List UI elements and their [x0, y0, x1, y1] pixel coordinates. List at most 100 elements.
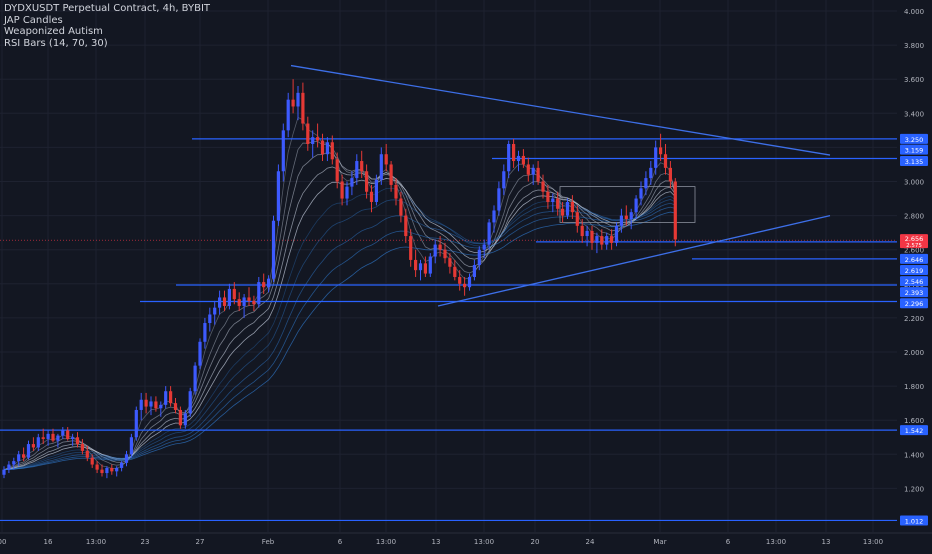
- candle-body: [330, 142, 334, 160]
- candle-body: [301, 92, 305, 124]
- indicator-weaponized-autism[interactable]: Weaponized Autism: [4, 26, 103, 37]
- time-tick-label: 20: [531, 538, 540, 546]
- price-tick-label: 3.400: [904, 110, 924, 118]
- candle-body: [556, 198, 560, 209]
- candle-body: [531, 167, 535, 175]
- candle-body: [507, 143, 511, 172]
- candle-body: [360, 161, 364, 172]
- price-tick-label: 3.800: [904, 42, 924, 50]
- indicator-jap-candles[interactable]: JAP Candles: [4, 14, 63, 26]
- price-tick-label: 3.600: [904, 76, 924, 84]
- candle-body: [115, 467, 119, 472]
- candle-body: [120, 462, 124, 468]
- time-tick-label: 13:00: [766, 538, 786, 546]
- candle-body: [619, 215, 623, 226]
- price-tick-label: 4.000: [904, 8, 924, 16]
- candle-body: [467, 276, 472, 288]
- price-tag-label: 3.250: [905, 136, 924, 144]
- candle-body: [252, 300, 256, 305]
- candle-body: [267, 278, 271, 288]
- candle-body: [188, 391, 192, 414]
- candle-body: [448, 258, 452, 267]
- price-tick-label: 2.200: [904, 315, 924, 323]
- candle-body: [222, 297, 227, 306]
- candle-body: [134, 409, 138, 438]
- price-tag-label: 2.619: [905, 267, 924, 275]
- candle-body: [472, 265, 476, 277]
- ma-ribbon-line: [3, 178, 676, 471]
- descending-trendline: [290, 64, 831, 156]
- time-tick-label: 13:00: [474, 538, 494, 546]
- candle-body: [198, 341, 202, 366]
- candle-body: [56, 435, 60, 441]
- candle-body: [100, 469, 104, 474]
- consolidation-box: [559, 186, 696, 223]
- candle-body: [213, 307, 217, 315]
- price-tick-label: 3.000: [904, 179, 924, 187]
- time-tick-label: 13: [432, 538, 441, 546]
- price-tick-label: 2.000: [904, 349, 924, 357]
- candle-body: [208, 314, 212, 324]
- time-tick-label: 24: [586, 538, 595, 546]
- candle-body: [369, 191, 374, 202]
- candle-body: [46, 433, 50, 439]
- candle-body: [399, 198, 403, 216]
- candle-body: [570, 201, 574, 213]
- candle-body: [409, 236, 413, 260]
- candle-body: [536, 167, 540, 182]
- price-tag-label: 2.393: [905, 289, 924, 297]
- candle-body: [281, 130, 285, 172]
- time-tick-label: 13: [822, 538, 831, 546]
- price-tag-label: 2.646: [905, 256, 924, 264]
- price-axis-bg: [897, 0, 932, 550]
- time-tick-label: 16: [44, 538, 53, 546]
- price-tag: [900, 287, 928, 298]
- candle-body: [154, 401, 158, 409]
- candle-body: [389, 164, 393, 185]
- candle-body: [66, 430, 70, 439]
- candle-body: [580, 225, 584, 237]
- candle-body: [7, 464, 11, 470]
- candle-body: [31, 444, 35, 448]
- ma-ribbon-line: [3, 187, 676, 471]
- candle-body: [75, 437, 80, 445]
- candle-body: [423, 263, 427, 274]
- candle-body: [90, 457, 94, 465]
- current-price-sub-label: 2.575: [906, 243, 922, 249]
- candle-body: [561, 208, 565, 216]
- candle-body: [379, 154, 383, 180]
- candle-body: [649, 167, 653, 179]
- candle-body: [512, 143, 516, 162]
- candle-body: [95, 464, 99, 470]
- price-tag: [900, 144, 928, 155]
- horizontal-levels: [0, 138, 897, 522]
- candle-body: [654, 147, 658, 168]
- candle-body: [644, 178, 648, 189]
- time-tick-label: 6: [726, 538, 731, 546]
- candle-body: [614, 225, 619, 243]
- candle-body: [335, 159, 339, 182]
- symbol-title[interactable]: DYDXUSDT Perpetual Contract, 4h, BYBIT: [4, 3, 211, 14]
- candles: [2, 79, 677, 479]
- candle-body: [487, 222, 491, 245]
- candle-body: [51, 433, 55, 441]
- candle-body: [551, 198, 555, 202]
- ascending-trendline: [437, 214, 831, 307]
- candle-body: [110, 467, 114, 472]
- candle-body: [286, 99, 290, 131]
- candle-body: [26, 444, 31, 458]
- candle-body: [291, 99, 295, 107]
- candle-body: [203, 323, 207, 342]
- candle-body: [374, 179, 378, 202]
- ma-ribbon-line: [3, 199, 676, 471]
- current-price-tag: [900, 234, 928, 249]
- price-axis: 4.0003.8003.6003.4003.2003.0002.8002.600…: [897, 0, 932, 550]
- candle-body: [139, 399, 143, 410]
- candle-body: [600, 236, 604, 245]
- time-tick-label: 6: [338, 538, 343, 546]
- indicator-rsi-bars[interactable]: RSI Bars (14, 70, 30): [4, 37, 108, 49]
- candle-body: [418, 263, 423, 271]
- candle-body: [36, 437, 40, 448]
